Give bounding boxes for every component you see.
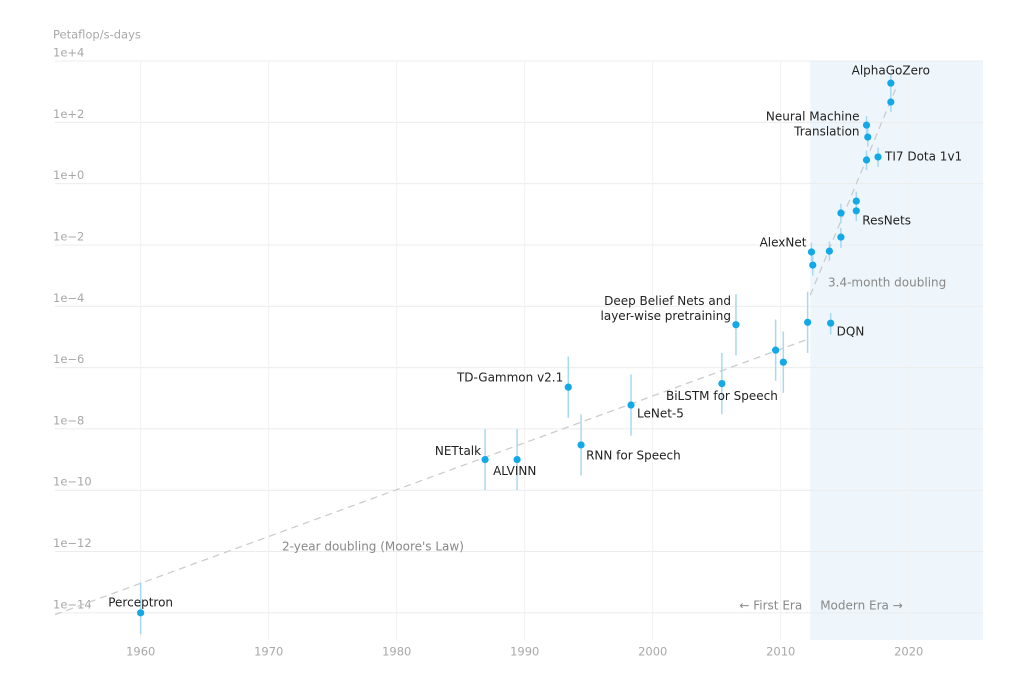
y-axis-title: Petaflop/s-days xyxy=(53,28,141,42)
data-point xyxy=(513,455,521,464)
point-label: BiLSTM for Speech xyxy=(666,389,778,403)
trend-line xyxy=(54,337,811,616)
trend-line xyxy=(809,84,898,296)
point-label: RNN for Speech xyxy=(586,448,681,462)
trend-label: 2-year doubling (Moore's Law) xyxy=(282,540,464,554)
x-tick-label: 1960 xyxy=(126,645,155,659)
point-label: layer-wise pretraining xyxy=(601,309,731,323)
x-tick-label: 1990 xyxy=(510,645,539,659)
y-tick-label: 1e−8 xyxy=(53,413,84,427)
y-tick-label: 1e−4 xyxy=(53,291,84,305)
data-point xyxy=(627,401,635,409)
era-label: ← First Era xyxy=(739,599,802,613)
modern-era-shade xyxy=(810,61,983,640)
point-label: Deep Belief Nets and xyxy=(604,294,731,308)
data-point xyxy=(732,321,740,329)
x-tick-label: 2000 xyxy=(638,645,667,659)
y-tick-label: 1e−6 xyxy=(53,352,84,366)
x-tick-label: 2020 xyxy=(894,645,923,659)
y-tick-label: 1e−14 xyxy=(53,597,92,611)
y-tick-label: 1e+0 xyxy=(53,168,84,182)
data-point xyxy=(807,248,816,256)
data-point xyxy=(862,156,871,164)
x-tick-label: 1970 xyxy=(254,645,283,659)
data-point xyxy=(137,609,145,617)
data-point xyxy=(577,441,585,449)
data-point xyxy=(825,247,834,255)
data-point xyxy=(772,346,780,354)
data-point xyxy=(827,319,835,327)
data-point xyxy=(718,380,726,388)
point-label: AlexNet xyxy=(760,235,807,249)
point-label: TD-Gammon v2.1 xyxy=(456,371,563,385)
data-point xyxy=(481,455,489,464)
point-label: Neural Machine xyxy=(766,110,860,124)
point-label: LeNet-5 xyxy=(637,407,684,421)
data-point xyxy=(564,383,572,391)
data-point xyxy=(874,153,882,161)
data-point xyxy=(837,233,845,241)
point-label: DQN xyxy=(837,325,865,339)
y-tick-label: 1e−10 xyxy=(53,475,92,489)
data-point xyxy=(852,207,860,215)
point-label: AlphaGoZero xyxy=(852,64,930,78)
y-tick-label: 1e+4 xyxy=(53,46,84,60)
data-point xyxy=(804,318,812,326)
y-tick-label: 1e−12 xyxy=(53,536,92,550)
data-point xyxy=(887,98,895,106)
point-label: TI7 Dota 1v1 xyxy=(884,149,962,163)
point-label: ALVINN xyxy=(493,464,536,478)
point-label: Perceptron xyxy=(108,595,173,609)
point-label: Translation xyxy=(793,125,859,139)
point-label: ResNets xyxy=(862,213,911,227)
data-point xyxy=(779,358,787,366)
era-label: Modern Era → xyxy=(820,599,903,613)
x-tick-label: 1980 xyxy=(382,645,411,659)
y-tick-label: 1e+2 xyxy=(53,107,84,121)
y-tick-label: 1e−2 xyxy=(53,229,84,243)
data-point xyxy=(837,209,845,217)
data-point xyxy=(809,261,817,269)
data-point xyxy=(864,133,872,141)
data-point xyxy=(862,121,871,129)
data-point xyxy=(887,79,895,87)
data-point xyxy=(852,197,860,205)
point-label: NETtalk xyxy=(435,444,481,458)
trend-label: 3.4-month doubling xyxy=(828,276,946,290)
x-tick-label: 2010 xyxy=(766,645,795,659)
